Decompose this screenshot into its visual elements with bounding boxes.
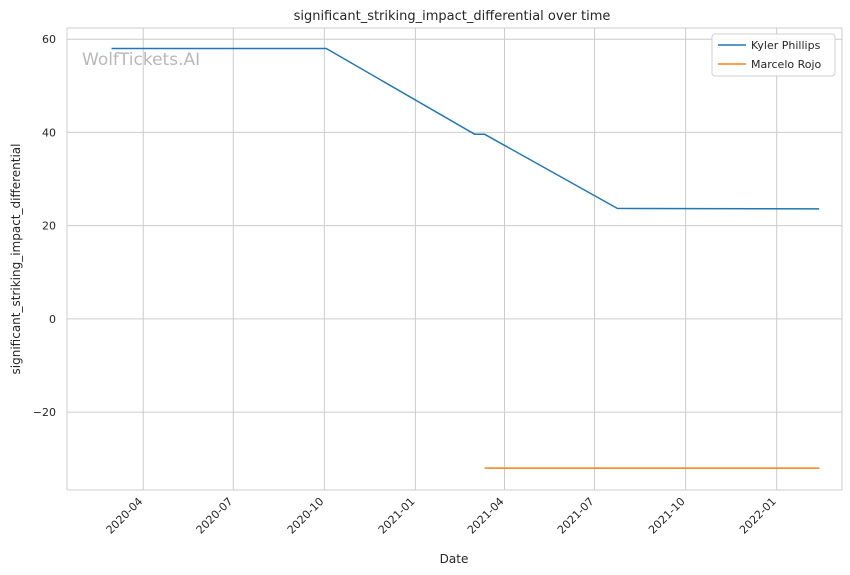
x-tick-label: 2020-07 [194,495,236,537]
legend: Kyler Phillips Marcelo Rojo [711,33,836,77]
x-tick-label: 2020-04 [104,495,146,537]
series-lines [111,47,820,469]
x-tick-label: 2021-04 [465,495,507,537]
x-tick-label: 2021-10 [646,495,688,537]
y-tick-label: 20 [42,220,56,233]
y-tick-label: 0 [49,313,56,326]
grid [67,28,842,490]
y-axis-label: significant_striking_impact_differential [9,144,23,375]
legend-label: Marcelo Rojo [751,58,822,71]
tick-labels: 60 40 20 0 −20 2020-04 2020-07 2020-10 2021-01 20… [33,33,779,536]
x-tick-label: 2022-01 [737,495,779,537]
watermark-text: WolfTickets.AI [82,50,200,70]
y-tick-label: 40 [42,126,56,139]
plot-area-frame [66,27,843,491]
x-axis-label: Date [440,552,469,566]
x-tick-label: 2021-07 [555,495,597,537]
y-tick-label: 60 [42,33,56,46]
y-tick-label: −20 [33,406,56,419]
legend-label: Kyler Phillips [751,39,821,52]
x-tick-label: 2020-10 [285,495,327,537]
series-line-0 [111,47,820,210]
chart-title: significant_striking_impact_differential… [294,9,611,24]
x-tick-label: 2021-01 [376,495,418,537]
